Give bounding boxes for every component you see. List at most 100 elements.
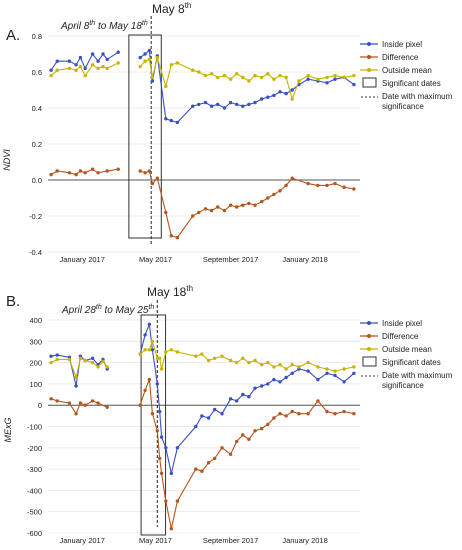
point-outside-mean	[138, 64, 142, 69]
point-inside-pixel	[278, 90, 282, 94]
point-difference	[266, 422, 270, 427]
point-outside-mean	[164, 84, 168, 89]
point-inside-pixel	[333, 77, 337, 81]
point-difference	[284, 183, 288, 188]
point-outside-mean	[352, 73, 356, 78]
y-tick-label: 300	[29, 337, 42, 346]
y-tick-label: 0	[38, 401, 42, 410]
point-difference	[316, 399, 320, 403]
point-difference	[352, 412, 356, 416]
panel-a-letter: A.	[6, 27, 20, 44]
point-outside-mean	[175, 350, 180, 354]
point-difference	[241, 433, 245, 437]
point-inside-pixel	[67, 59, 72, 63]
point-difference	[325, 183, 329, 188]
point-difference	[155, 176, 159, 180]
point-outside-mean	[147, 57, 152, 62]
legend-significant-label: Significant dates	[382, 79, 441, 88]
panel-b-letter: B.	[6, 293, 20, 310]
point-outside-mean	[175, 61, 180, 65]
point-difference	[143, 388, 147, 392]
point-outside-mean	[96, 66, 100, 71]
point-inside-pixel	[200, 414, 204, 418]
point-outside-mean	[220, 354, 224, 358]
y-tick-label: -600	[27, 529, 42, 538]
point-inside-pixel	[290, 88, 294, 92]
point-difference	[67, 401, 72, 405]
point-difference	[150, 412, 155, 416]
point-outside-mean	[253, 358, 257, 363]
point-inside-pixel	[206, 416, 211, 420]
point-outside-mean	[333, 73, 337, 78]
point-inside-pixel	[253, 100, 257, 105]
legend-max-label: Date with maximum	[382, 92, 453, 101]
point-inside-pixel	[228, 100, 233, 105]
point-inside-pixel	[150, 348, 155, 352]
point-difference	[78, 401, 83, 405]
point-inside-pixel	[175, 446, 180, 450]
point-inside-pixel	[78, 55, 83, 60]
point-outside-mean	[105, 66, 109, 71]
point-difference	[342, 409, 346, 414]
point-inside-pixel	[147, 48, 152, 53]
point-outside-mean	[203, 73, 208, 78]
point-difference	[213, 456, 217, 461]
point-outside-mean	[197, 70, 201, 74]
point-outside-mean	[194, 354, 198, 358]
point-outside-mean	[169, 63, 173, 67]
point-inside-pixel	[143, 52, 147, 56]
point-outside-mean	[90, 63, 95, 67]
point-outside-mean	[55, 357, 59, 362]
point-inside-pixel	[83, 66, 87, 71]
point-outside-mean	[253, 73, 257, 78]
series-line-inside-pixel	[139, 324, 355, 474]
point-difference	[206, 461, 211, 465]
point-difference	[222, 208, 227, 213]
point-difference	[83, 403, 87, 407]
x-tick-label: May 2017	[139, 255, 172, 264]
point-inside-pixel	[175, 120, 180, 125]
point-outside-mean	[228, 77, 233, 81]
point-outside-mean	[228, 358, 233, 363]
point-difference	[290, 409, 294, 414]
significant-dates-box	[128, 34, 162, 239]
point-difference	[194, 467, 198, 471]
point-difference	[260, 426, 264, 431]
point-outside-mean	[325, 75, 329, 80]
point-outside-mean	[266, 72, 270, 76]
point-inside-pixel	[194, 424, 198, 429]
point-difference	[155, 429, 159, 433]
legend-outside-marker	[367, 347, 371, 351]
y-tick-label: -0.2	[29, 212, 42, 221]
point-outside-mean	[138, 352, 142, 356]
point-outside-mean	[213, 356, 217, 360]
series-line-difference	[50, 168, 119, 176]
legend-inside-marker	[367, 321, 371, 325]
point-difference	[216, 205, 220, 209]
point-outside-mean	[272, 77, 276, 81]
point-inside-pixel	[96, 59, 100, 63]
point-difference	[260, 199, 264, 204]
point-difference	[333, 181, 337, 186]
legend-max-label: Date with maximum	[382, 371, 453, 380]
point-difference	[197, 210, 201, 215]
point-difference	[278, 412, 282, 416]
panel-a: A. May 8th April 8th to May 18th NDVI 0.…	[2, 1, 453, 264]
point-inside-pixel	[220, 412, 224, 416]
y-tick-label: 0.8	[32, 32, 42, 41]
point-inside-pixel	[352, 82, 356, 87]
point-inside-pixel	[49, 68, 53, 72]
point-outside-mean	[247, 79, 251, 83]
point-inside-pixel	[74, 63, 78, 67]
point-outside-mean	[222, 73, 227, 78]
point-difference	[147, 169, 152, 173]
legend-inside-marker	[367, 42, 371, 46]
y-tick-label: 0.4	[32, 104, 42, 113]
point-inside-pixel	[90, 52, 95, 56]
point-difference	[90, 399, 95, 403]
point-inside-pixel	[253, 386, 257, 390]
point-outside-mean	[191, 68, 195, 72]
point-difference	[169, 527, 173, 531]
point-outside-mean	[143, 348, 147, 352]
point-outside-mean	[241, 356, 245, 360]
